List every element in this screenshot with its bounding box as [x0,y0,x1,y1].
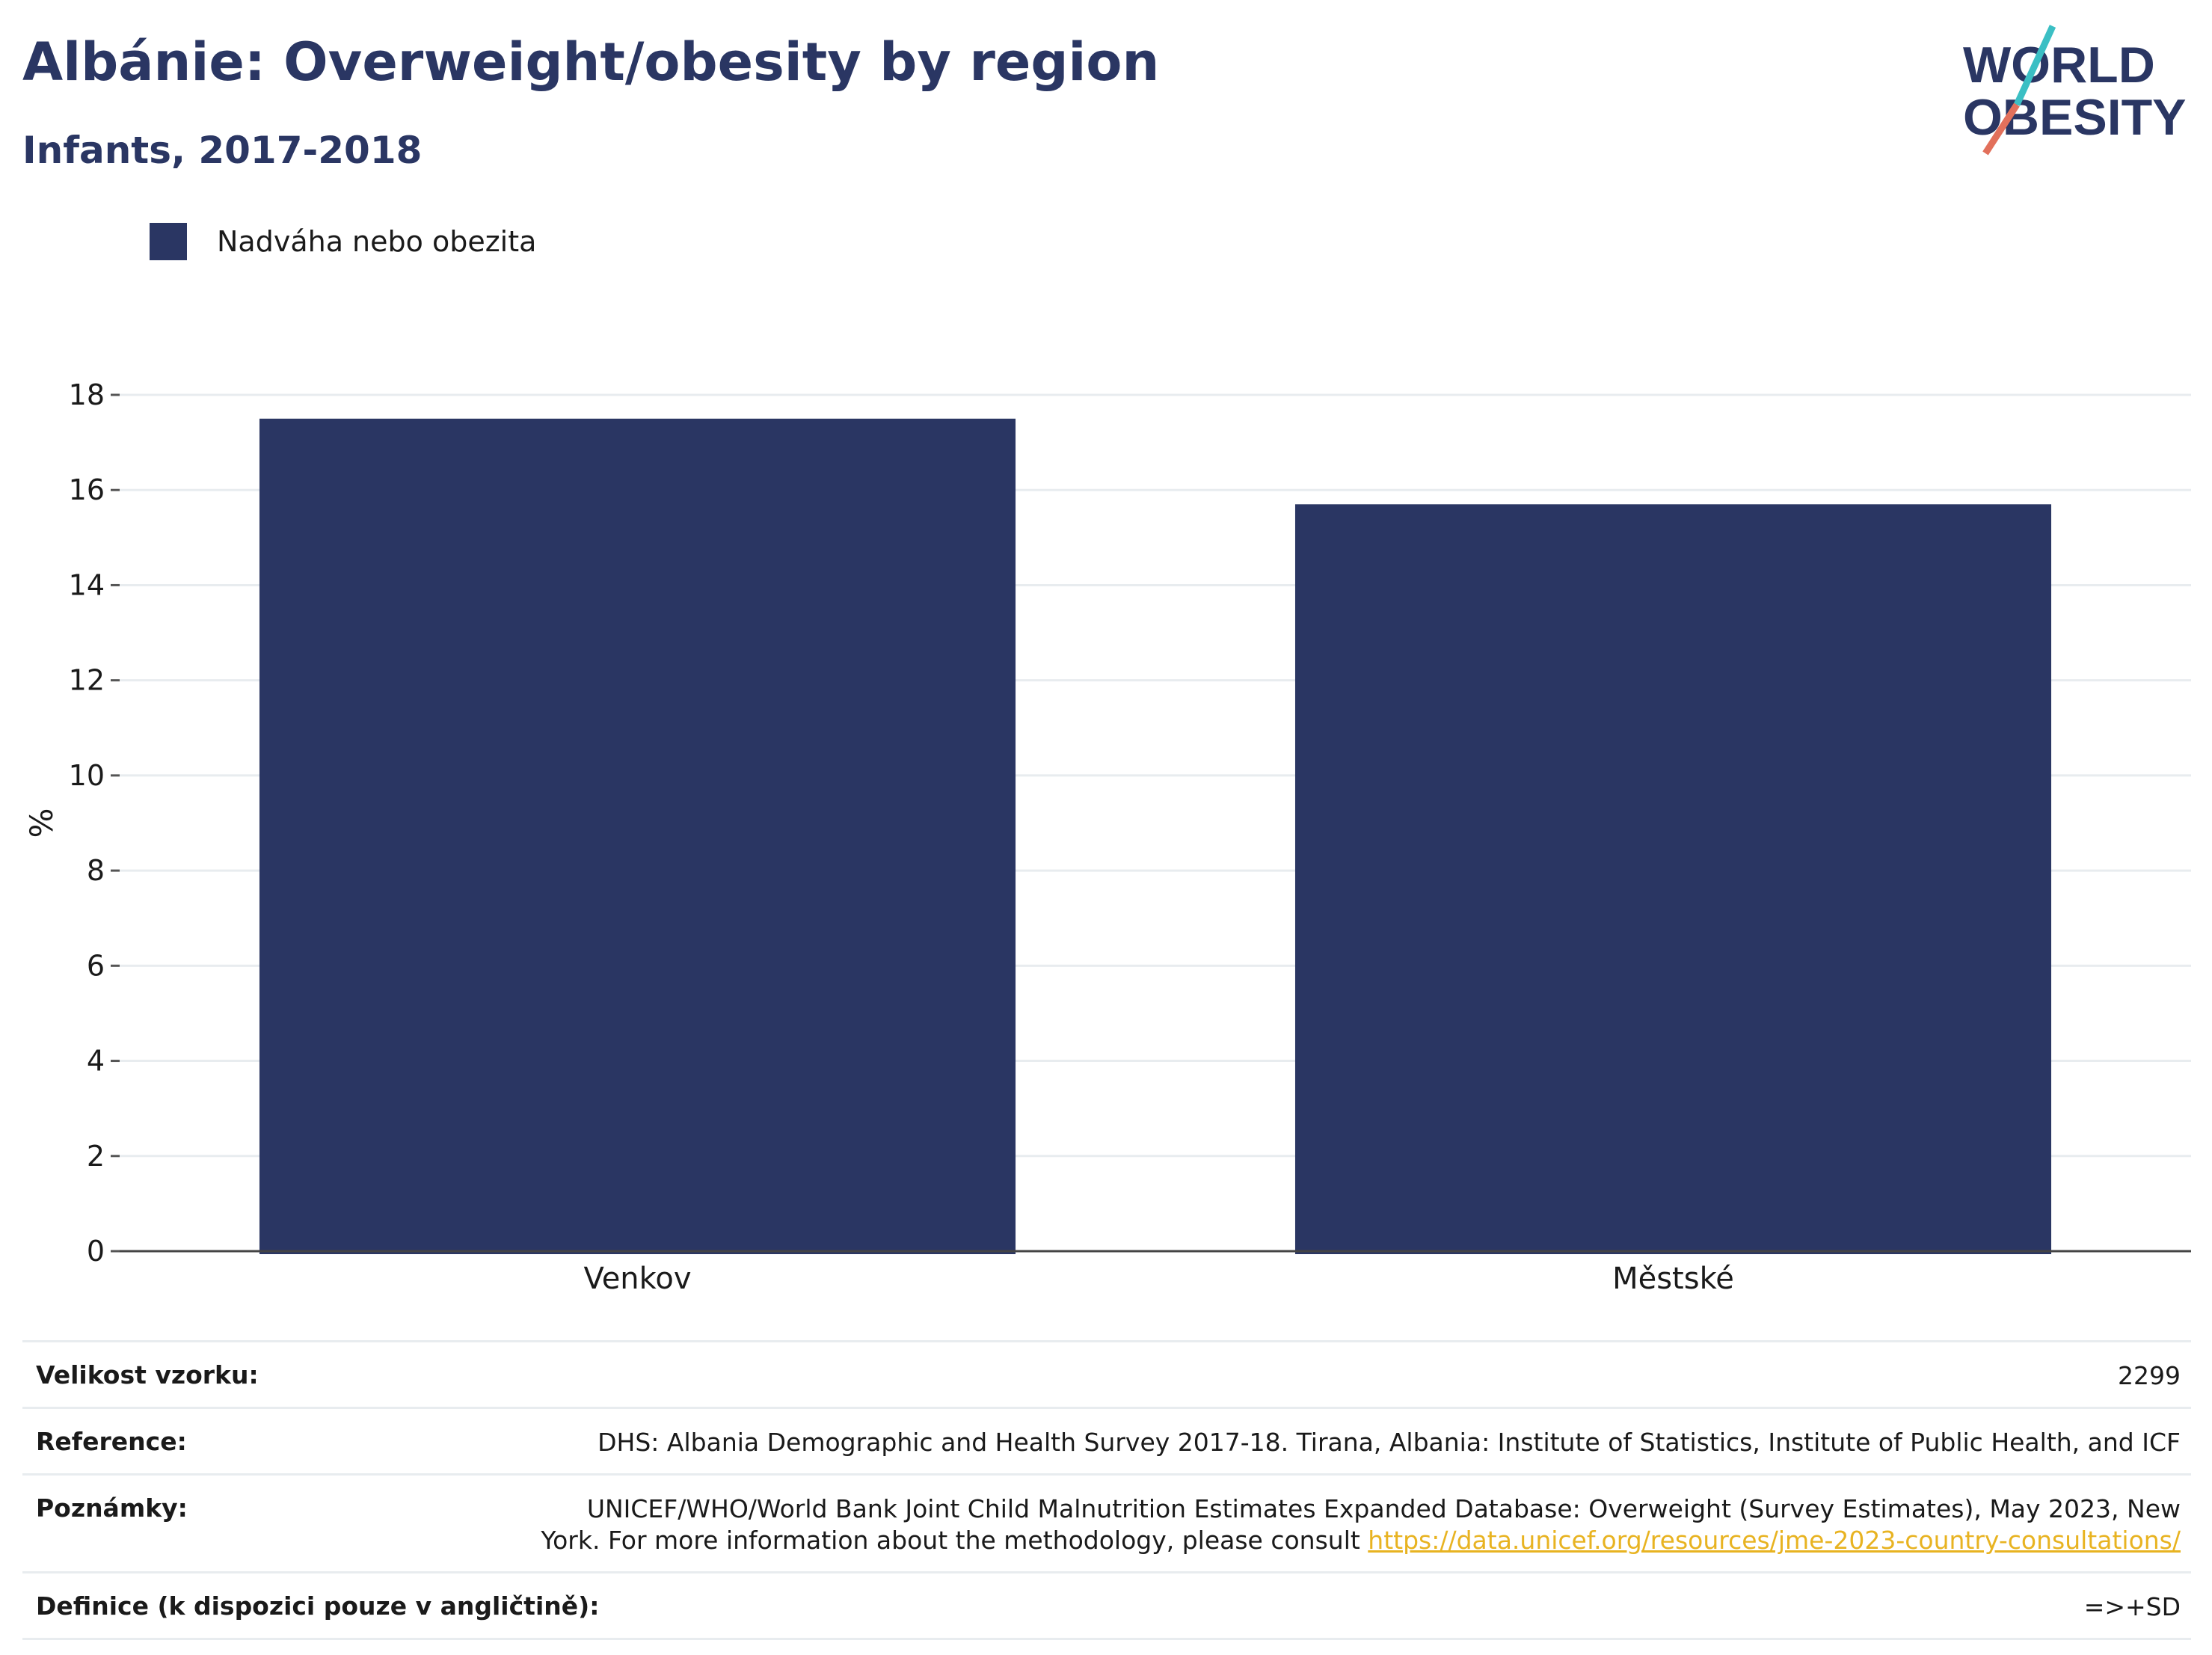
y-tick-label: 6 [87,949,105,982]
x-tick-label: Městské [1612,1262,1734,1294]
reference-row: Reference: DHS: Albania Demographic and … [22,1407,2191,1473]
chart-legend: Nadváha nebo obezita [150,223,536,260]
metadata-table: Velikost vzorku: 2299 Reference: DHS: Al… [22,1340,2191,1640]
y-tick-label: 16 [69,473,105,506]
notes-text: UNICEF/WHO/World Bank Joint Child Malnut… [541,1494,2181,1555]
y-tick-label: 8 [87,854,105,887]
y-tick-label: 14 [69,568,105,601]
reference-label: Reference: [36,1427,187,1456]
y-tick-label: 2 [87,1140,105,1173]
chart-subtitle: Infants, 2017-2018 [22,129,423,172]
y-tick-label: 10 [69,759,105,792]
notes-value: UNICEF/WHO/World Bank Joint Child Malnut… [535,1493,2181,1556]
chart-title: Albánie: Overweight/obesity by region [22,31,1160,93]
y-tick-label: 12 [69,664,105,697]
svg-text:WORLD: WORLD [1963,37,2155,93]
notes-row: Poznámky: UNICEF/WHO/World Bank Joint Ch… [22,1473,2191,1571]
bar-chart: 0 2 4 6 8 10 12 14 16 18 Venkov Městské% [23,378,2191,1294]
methodology-link[interactable]: https://data.unicef.org/resources/jme-20… [1368,1526,2181,1555]
definition-row: Definice (k dispozici pouze v angličtině… [22,1571,2191,1640]
axes: 0 2 4 6 8 10 12 14 16 18 Venkov Městské% [23,378,2191,1294]
bars [259,418,2052,1254]
reference-value: DHS: Albania Demographic and Health Surv… [597,1428,2181,1457]
sample-size-value: 2299 [2118,1361,2181,1390]
legend-label: Nadváha nebo obezita [217,225,537,258]
y-tick-label: 4 [87,1045,105,1078]
bar-0 [259,418,1016,1254]
x-tick-label: Venkov [583,1262,691,1294]
bar-1 [1294,504,2052,1254]
world-obesity-logo: WORLD OBESITY [1963,25,2187,156]
legend-swatch [150,223,187,260]
y-axis-label: % [23,808,60,838]
notes-label: Poznámky: [36,1493,188,1523]
sample-size-label: Velikost vzorku: [36,1360,259,1390]
definition-value: =>+SD [2083,1592,2181,1621]
definition-label: Definice (k dispozici pouze v angličtině… [36,1591,600,1621]
y-tick-label: 0 [87,1235,105,1268]
sample-size-row: Velikost vzorku: 2299 [22,1340,2191,1407]
y-tick-label: 18 [69,378,105,411]
